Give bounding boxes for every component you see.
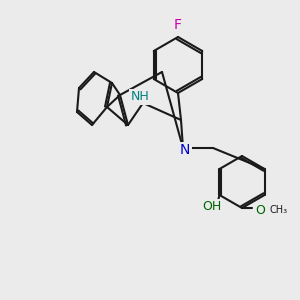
Text: CH₃: CH₃	[270, 205, 288, 215]
Text: OH: OH	[202, 200, 221, 214]
Text: F: F	[174, 18, 182, 32]
Text: N: N	[180, 143, 190, 157]
Text: NH: NH	[130, 91, 149, 103]
Text: O: O	[255, 203, 265, 217]
